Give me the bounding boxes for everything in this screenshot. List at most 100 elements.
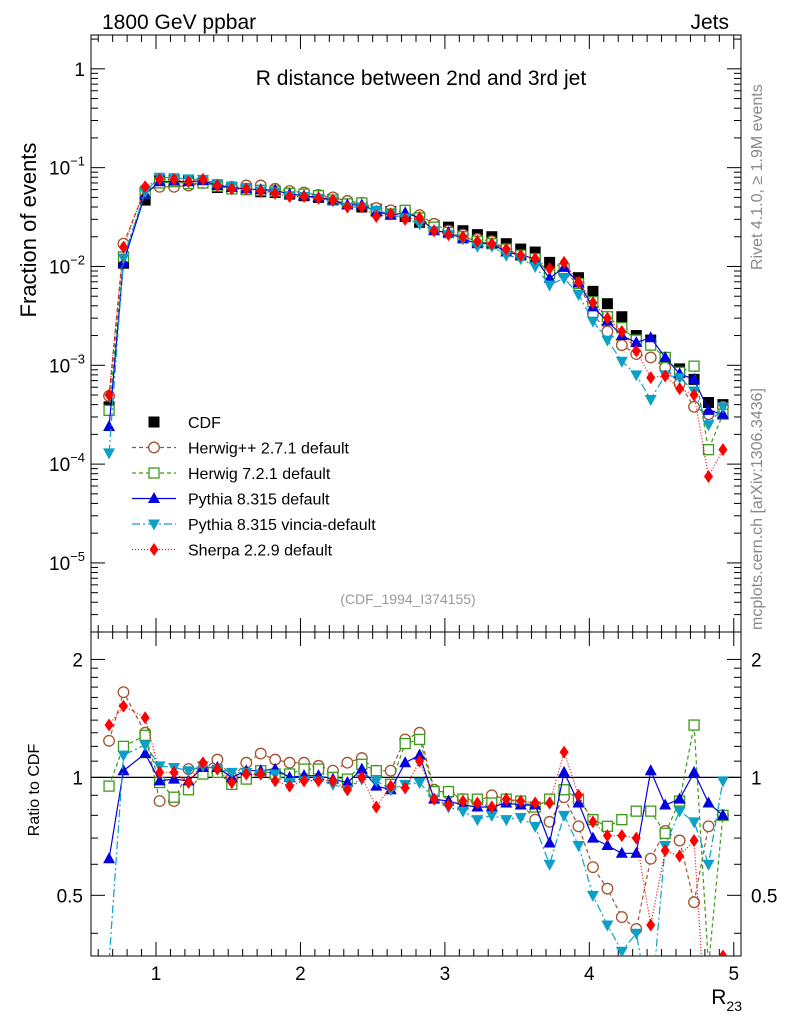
data-point-cdf [587, 285, 599, 297]
data-point-pythia [702, 403, 715, 415]
legend-label: Pythia 8.315 vincia-default [188, 517, 376, 534]
data-point-vincia [702, 420, 715, 432]
ratio-point-sherpa [487, 800, 497, 814]
ratio-point-vincia [716, 776, 729, 788]
ratio-line-vincia [108, 744, 724, 956]
mcplots-label: mcplots.cern.ch [arXiv:1306.3436] [749, 388, 766, 630]
data-point-pythia [644, 331, 657, 343]
x-axis-label: R23 [711, 986, 742, 1014]
data-point-vincia [413, 219, 426, 231]
data-point-herwig7 [103, 404, 115, 416]
data-point-sherpa [501, 242, 511, 256]
data-point-sherpa [140, 180, 150, 194]
y-axis-label: Fraction of events [16, 143, 41, 318]
data-point-sherpa [184, 175, 193, 189]
ratio-point-pythia [702, 796, 715, 808]
legend-marker-sherpa [149, 543, 159, 556]
data-point-sherpa [198, 172, 208, 186]
data-point-sherpa [299, 190, 309, 204]
data-point-sherpa [371, 210, 381, 224]
ratio-point-herwig7 [558, 784, 570, 796]
ratio-point-sherpa [119, 699, 128, 713]
x-tick-label: 5 [728, 964, 739, 985]
ratio-point-sherpa [444, 798, 453, 812]
ratio-point-vincia [572, 841, 585, 853]
data-point-cdf [616, 311, 628, 323]
ratio-point-vincia [586, 890, 599, 902]
ratio-point-vincia [558, 810, 571, 822]
ratio-point-sherpa [545, 796, 555, 810]
ratio-series-pythia [103, 747, 729, 864]
ratio-point-pythia [543, 836, 556, 848]
legend-entry-herwig7: Herwig 7.2.1 default [132, 466, 331, 483]
y-tick-label: 10−1 [49, 154, 85, 180]
main-panel: R distance between 2nd and 3rd jet Fract… [16, 34, 742, 633]
ratio-point-vincia [485, 810, 498, 822]
ratio-point-sherpa [140, 711, 150, 725]
ratio-point-sherpa [718, 949, 728, 956]
ratio-point-sherpa [559, 745, 569, 759]
data-point-vincia [615, 356, 628, 368]
data-point-herwigpp [644, 351, 657, 364]
data-point-vincia [586, 316, 599, 328]
ratio-point-vincia [225, 767, 238, 779]
ratio-point-herwigpp [601, 882, 614, 895]
legend-entry-sherpa: Sherpa 2.2.9 default [132, 543, 333, 560]
ratio-point-pythia [630, 846, 643, 858]
ratio-point-sherpa [602, 829, 612, 843]
data-point-vincia [543, 280, 556, 292]
ratio-point-sherpa [184, 776, 193, 790]
legend-label: Herwig 7.2.1 default [188, 466, 331, 483]
ratio-point-pythia [586, 831, 599, 843]
ratio-y-tick-label-right: 0.5 [751, 886, 777, 907]
ratio-point-pythia [572, 796, 585, 808]
rivet-label: Rivet 4.1.0, ≥ 1.9M events [749, 84, 766, 270]
ratio-point-herwigpp [688, 896, 701, 909]
y-tick-label: 10−3 [49, 351, 85, 377]
data-point-sherpa [545, 262, 555, 276]
ratio-point-herwigpp [103, 734, 116, 747]
data-point-pythia [630, 336, 643, 348]
x-tick-label: 2 [295, 964, 306, 985]
ratio-point-vincia [103, 956, 115, 967]
data-point-sherpa [415, 211, 425, 225]
ratio-point-pythia [615, 846, 628, 858]
ratio-series-sherpa [104, 699, 728, 956]
x-tick-label: 4 [584, 964, 595, 985]
ratio-point-vincia [456, 806, 469, 818]
y-tick-label: 10−5 [49, 549, 85, 575]
ratio-point-sherpa [314, 774, 323, 788]
ratio-point-sherpa [169, 765, 179, 779]
ratio-point-herwig7 [103, 780, 115, 792]
ratio-point-sherpa [299, 774, 309, 788]
ratio-point-herwig7 [413, 733, 426, 746]
ratio-point-vincia [139, 740, 152, 752]
ratio-point-pythia [659, 798, 672, 810]
ratio-line-sherpa [108, 705, 723, 956]
category-label: Jets [690, 11, 729, 34]
ratio-point-sherpa [501, 792, 511, 806]
legend-marker-cdf [148, 416, 160, 428]
data-point-sherpa [357, 200, 367, 214]
data-point-sherpa [458, 230, 468, 244]
ratio-point-herwigpp [702, 820, 715, 833]
ratio-point-herwigpp [254, 747, 267, 760]
ratio-point-pythia [673, 792, 686, 804]
ratio-point-vincia [529, 821, 542, 833]
legend-entry-cdf: CDF [148, 415, 221, 432]
ratio-point-herwig7 [630, 805, 642, 817]
ratio-point-herwigpp [341, 756, 354, 769]
ratio-point-herwig7 [117, 740, 130, 753]
ratio-point-herwigpp [586, 861, 599, 874]
ratio-point-herwigpp [384, 764, 397, 777]
ratio-y-tick-label: 2 [72, 650, 83, 671]
data-point-vincia [673, 373, 686, 385]
ratio-point-pythia [558, 765, 571, 777]
data-point-sherpa [429, 224, 439, 238]
main-series-group [103, 172, 729, 483]
ratio-point-sherpa [588, 815, 598, 829]
ratio-point-sherpa [660, 844, 670, 858]
data-point-vincia [103, 448, 116, 460]
ratio-point-herwigpp [615, 911, 628, 924]
